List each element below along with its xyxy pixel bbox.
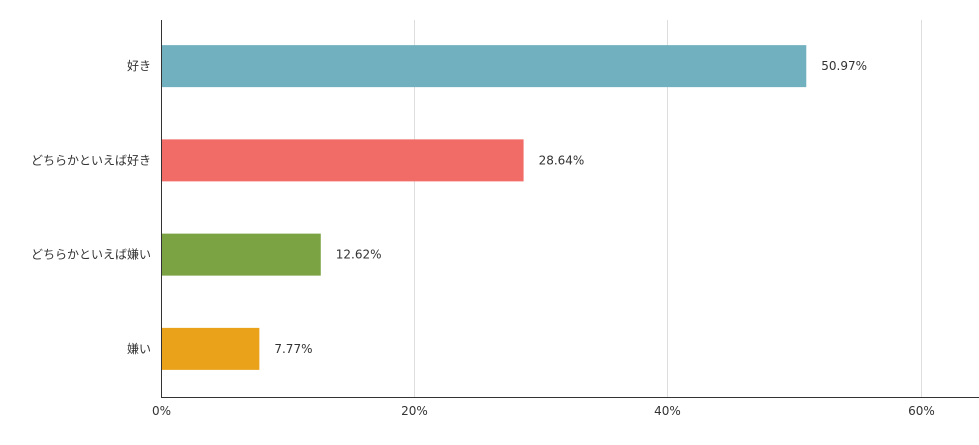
category-label: 嫌い xyxy=(127,342,151,356)
bar xyxy=(161,45,807,88)
x-tick-label: 0% xyxy=(152,404,171,418)
value-label: 28.64% xyxy=(539,153,585,167)
bar xyxy=(161,139,524,182)
x-tick-label: 20% xyxy=(401,404,428,418)
category-label: 好き xyxy=(127,59,151,73)
bars xyxy=(161,45,807,370)
category-label: どちらかといえば好き xyxy=(31,153,151,167)
bar xyxy=(161,327,260,370)
bar xyxy=(161,233,321,276)
value-label: 7.77% xyxy=(274,342,312,356)
labels: 0% 20% 40% 60% 好き 50.97% どちらかといえば好き 28.64% どちらかと… xyxy=(31,59,935,418)
x-tick-label: 60% xyxy=(908,404,935,418)
category-label: どちらかといえば嫌い xyxy=(31,248,151,262)
value-label: 12.62% xyxy=(336,248,382,262)
x-tick-label: 40% xyxy=(654,404,681,418)
axes xyxy=(161,20,979,398)
value-label: 50.97% xyxy=(821,59,867,73)
